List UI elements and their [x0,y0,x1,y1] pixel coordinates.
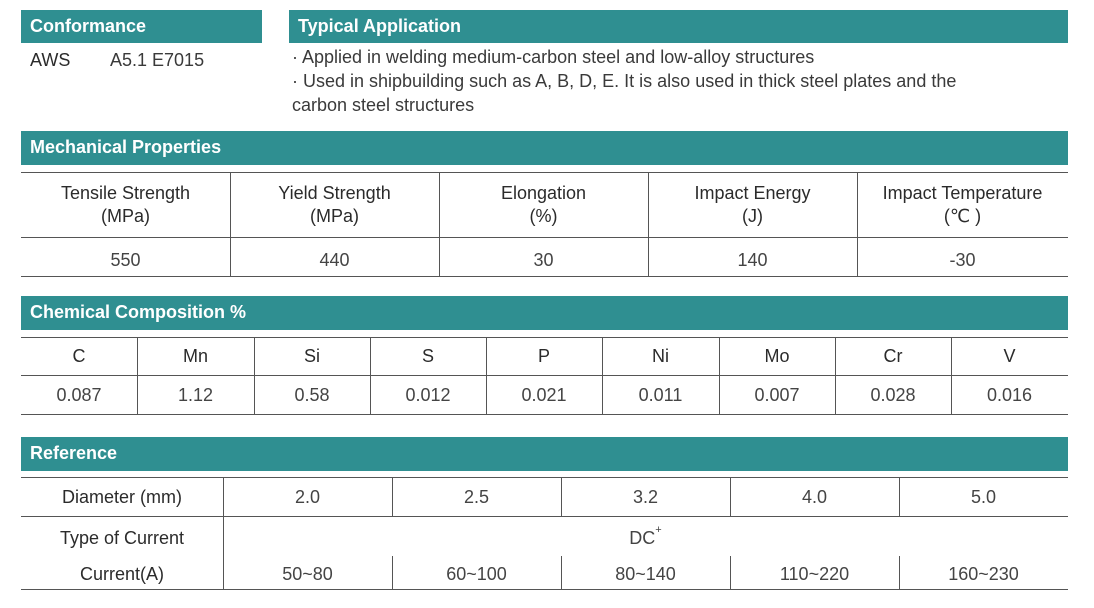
mechanical-header-unit: (%) [529,206,558,226]
current-label: Current(A) [79,563,164,584]
chemical-divider [370,337,371,415]
chemical-value: 0.012 [405,384,451,405]
chemical-element: Si [303,346,320,366]
current-value: 160~230 [948,563,1019,584]
mechanical-header-name: Tensile Strength [60,183,191,203]
mechanical-header-cell: Tensile Strength (MPa) [21,173,230,237]
chemical-element: C [72,346,86,366]
conformance-classification: A5.1 E7015 [110,50,205,70]
mechanical-divider [230,172,231,277]
mechanical-header-cell: Yield Strength (MPa) [230,173,439,237]
chemical-value: 0.011 [638,384,683,405]
mechanical-divider [439,172,440,277]
chemical-rule-mid [21,375,1068,376]
application-line-3: carbon steel structures [292,95,475,115]
reference-divider [392,556,393,590]
reference-divider [223,477,224,590]
chemical-divider [254,337,255,415]
current-type-sup: + [655,524,662,536]
chemical-element: Cr [883,346,903,366]
reference-divider [899,477,900,516]
diameter-value: 3.2 [632,486,659,507]
diameter-value: 5.0 [970,486,997,507]
mechanical-header-name: Yield Strength [278,183,391,203]
conformance-standard: AWS [30,50,71,70]
mechanical-value-tensile: 550 [110,250,141,270]
mechanical-value-impact-temperature: -30 [949,250,976,270]
diameter-label: Diameter (mm) [62,486,182,507]
current-value: 110~220 [779,563,850,584]
mechanical-header-cell: Elongation (%) [439,173,648,237]
current-value: 80~140 [615,563,676,584]
chemical-element: Mn [182,346,208,366]
mechanical-header-unit: (MPa) [101,206,150,226]
mechanical-rule-bottom [21,276,1068,277]
reference-divider [392,477,393,516]
mechanical-divider [857,172,858,277]
current-type-text: DC [629,527,656,548]
application-line-1: · Applied in welding medium-carbon steel… [292,47,815,67]
chemical-value: 0.087 [56,384,102,405]
mechanical-header-unit: (℃ ) [943,206,982,226]
mechanical-value-elongation: 30 [533,250,554,270]
mechanical-header-name: Impact Temperature [882,183,1043,203]
diameter-value: 4.0 [801,486,828,507]
chemical-element: P [537,346,550,366]
chemical-element: Ni [652,346,669,366]
reference-header: Reference [21,437,1068,471]
reference-rule-top [21,477,1068,478]
conformance-header: Conformance [21,10,262,43]
mechanical-rule-top [21,172,1068,173]
application-line-2: · Used in shipbuilding such as A, B, D, … [292,71,957,91]
current-value: 50~80 [282,563,333,584]
diameter-value: 2.0 [294,486,321,507]
diameter-value: 2.5 [463,486,490,507]
mechanical-value-impact-energy: 140 [737,250,768,270]
mechanical-header-unit: (J) [742,206,763,226]
reference-rule-bottom [21,589,1068,590]
chemical-rule-top [21,337,1068,338]
chemical-value: 0.007 [754,384,800,405]
mechanical-header-name: Elongation [500,183,587,203]
current-value: 60~100 [446,563,507,584]
chemical-value: 0.58 [294,384,330,405]
reference-divider [899,556,900,590]
chemical-divider [486,337,487,415]
chemical-value: 0.028 [870,384,916,405]
chemical-divider [719,337,720,415]
reference-rule-mid [21,516,1068,517]
application-header: Typical Application [289,10,1068,43]
mechanical-rule-mid [21,237,1068,238]
chemical-value: 1.12 [177,384,214,405]
reference-divider [730,556,731,590]
mechanical-header-cell: Impact Energy (J) [648,173,857,237]
reference-divider [561,556,562,590]
current-type-value: DC + [223,519,1068,557]
chemical-element: V [1003,346,1016,366]
mechanical-header-name: Impact Energy [694,183,811,203]
mechanical-value-yield: 440 [319,250,350,270]
mechanical-header-cell: Impact Temperature (℃ ) [857,173,1068,237]
chemical-rule-bottom [21,414,1068,415]
chemical-header: Chemical Composition % [21,296,1068,330]
current-type-label: Type of Current [59,527,185,548]
chemical-value: 0.021 [521,384,567,405]
mechanical-divider [648,172,649,277]
mechanical-header-unit: (MPa) [310,206,359,226]
reference-divider [730,477,731,516]
chemical-divider [835,337,836,415]
chemical-divider [137,337,138,415]
chemical-element: Mo [764,346,790,366]
reference-divider [561,477,562,516]
chemical-divider [951,337,952,415]
chemical-divider [602,337,603,415]
chemical-element: S [421,346,434,366]
mechanical-header: Mechanical Properties [21,131,1068,165]
chemical-value: 0.016 [986,384,1033,405]
